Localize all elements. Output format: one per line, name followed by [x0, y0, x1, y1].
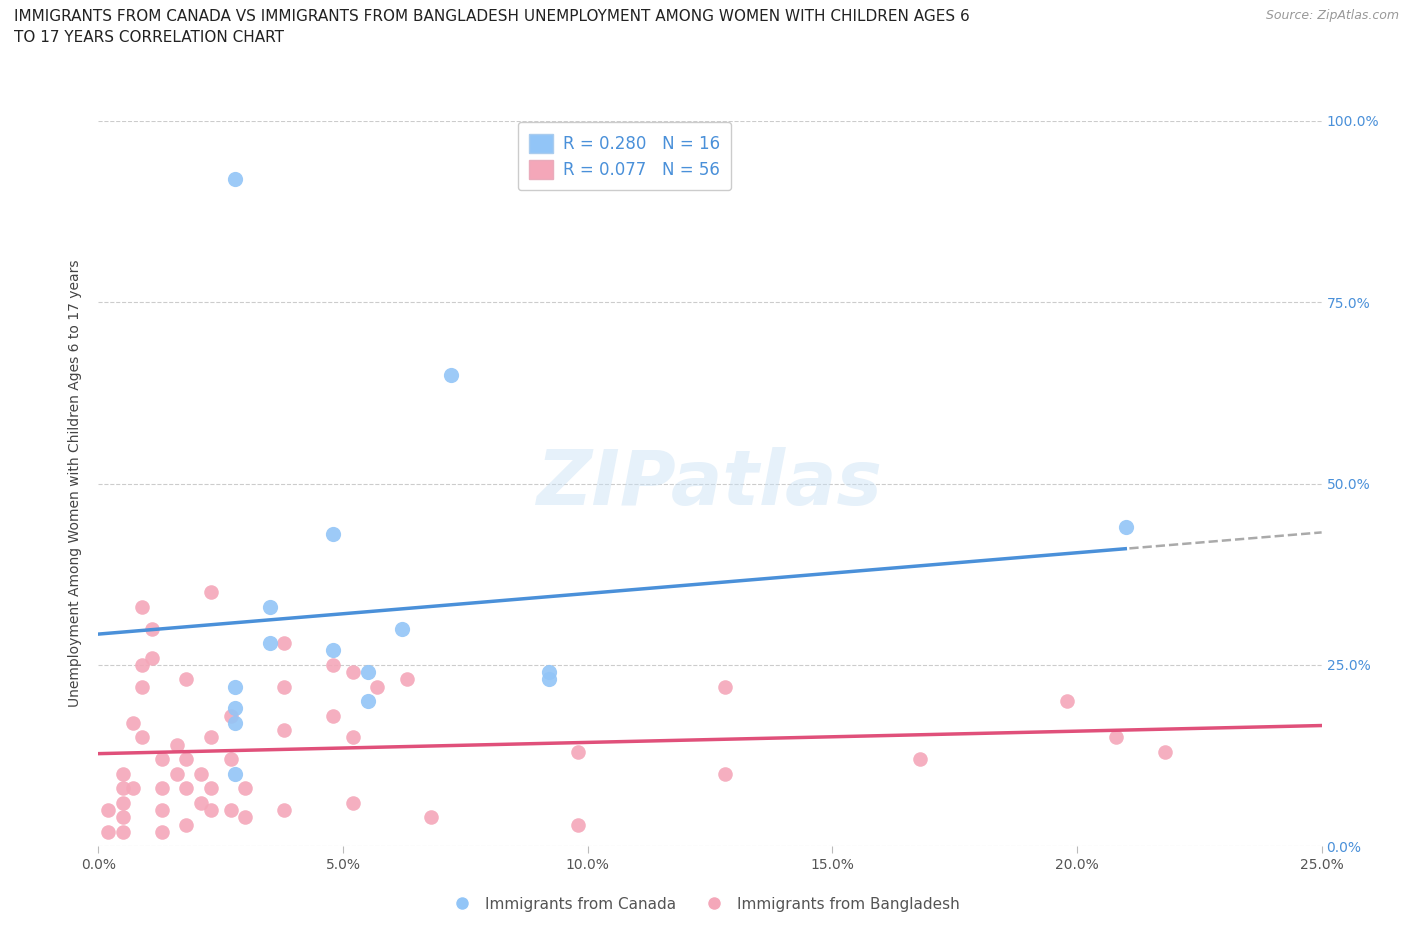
Point: [342, 795, 364, 810]
Point: [322, 643, 344, 658]
Point: [111, 795, 134, 810]
Point: [713, 679, 735, 694]
Point: [111, 781, 134, 796]
Text: IMMIGRANTS FROM CANADA VS IMMIGRANTS FROM BANGLADESH UNEMPLOYMENT AMONG WOMEN WI: IMMIGRANTS FROM CANADA VS IMMIGRANTS FRO…: [14, 9, 970, 46]
Point: [567, 817, 589, 832]
Point: [150, 803, 173, 817]
Point: [111, 766, 134, 781]
Point: [356, 665, 378, 680]
Point: [224, 766, 246, 781]
Point: [259, 636, 281, 651]
Point: [219, 803, 242, 817]
Point: [166, 737, 188, 752]
Point: [176, 751, 198, 766]
Point: [141, 650, 163, 665]
Point: [224, 701, 246, 716]
Point: [121, 715, 143, 730]
Point: [219, 751, 242, 766]
Point: [356, 694, 378, 709]
Point: [176, 781, 198, 796]
Point: [141, 621, 163, 636]
Point: [200, 803, 222, 817]
Point: [420, 810, 443, 825]
Point: [537, 665, 560, 680]
Point: [322, 527, 344, 542]
Y-axis label: Unemployment Among Women with Children Ages 6 to 17 years: Unemployment Among Women with Children A…: [69, 259, 83, 708]
Point: [121, 781, 143, 796]
Point: [440, 367, 463, 382]
Text: Source: ZipAtlas.com: Source: ZipAtlas.com: [1265, 9, 1399, 22]
Point: [131, 658, 153, 672]
Point: [111, 810, 134, 825]
Point: [567, 745, 589, 760]
Point: [200, 781, 222, 796]
Point: [131, 679, 153, 694]
Point: [131, 730, 153, 745]
Point: [1056, 694, 1078, 709]
Point: [150, 751, 173, 766]
Point: [273, 679, 295, 694]
Point: [97, 824, 120, 839]
Point: [395, 672, 418, 687]
Point: [219, 709, 242, 724]
Point: [200, 730, 222, 745]
Point: [224, 715, 246, 730]
Point: [200, 585, 222, 600]
Point: [233, 810, 256, 825]
Point: [259, 600, 281, 615]
Point: [176, 672, 198, 687]
Point: [322, 709, 344, 724]
Point: [1154, 745, 1177, 760]
Legend: R = 0.280   N = 16, R = 0.077   N = 56: R = 0.280 N = 16, R = 0.077 N = 56: [517, 122, 731, 191]
Point: [910, 751, 932, 766]
Point: [150, 824, 173, 839]
Point: [131, 600, 153, 615]
Point: [224, 171, 246, 186]
Point: [176, 817, 198, 832]
Point: [322, 658, 344, 672]
Point: [273, 723, 295, 737]
Point: [342, 665, 364, 680]
Point: [1105, 730, 1128, 745]
Legend: Immigrants from Canada, Immigrants from Bangladesh: Immigrants from Canada, Immigrants from …: [440, 891, 966, 918]
Point: [224, 679, 246, 694]
Point: [190, 766, 212, 781]
Point: [1115, 520, 1137, 535]
Text: ZIPatlas: ZIPatlas: [537, 446, 883, 521]
Point: [190, 795, 212, 810]
Point: [166, 766, 188, 781]
Point: [713, 766, 735, 781]
Point: [273, 636, 295, 651]
Point: [233, 781, 256, 796]
Point: [111, 824, 134, 839]
Point: [537, 672, 560, 687]
Point: [342, 730, 364, 745]
Point: [150, 781, 173, 796]
Point: [391, 621, 413, 636]
Point: [97, 803, 120, 817]
Point: [366, 679, 388, 694]
Point: [273, 803, 295, 817]
